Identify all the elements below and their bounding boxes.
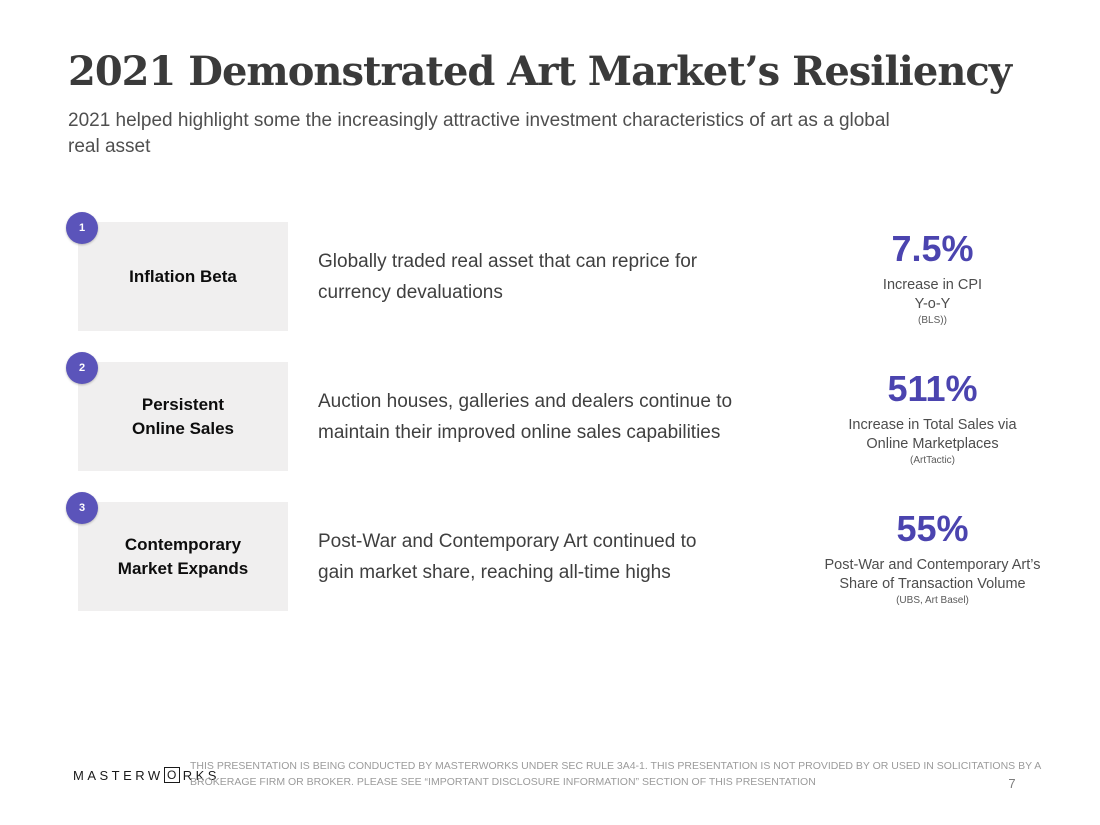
- number-badge-1: 1: [66, 212, 98, 244]
- page-title: 2021 Demonstrated Art Market’s Resilienc…: [68, 48, 1012, 95]
- feature-label: Persistent Online Sales: [131, 394, 235, 438]
- feature-description-3: Post-War and Contemporary Art continued …: [318, 531, 697, 583]
- stat-value-2: 511%: [887, 368, 978, 409]
- stat-value-1: 7.5%: [891, 228, 974, 269]
- stat-source-3: (UBS, Art Basel): [896, 595, 969, 607]
- logo-text-suffix: RKS: [182, 767, 220, 783]
- feature-row-online-sales: 2 Persistent Online Sales Auction houses…: [0, 352, 1100, 492]
- feature-description-1: Globally traded real asset that can repr…: [318, 251, 698, 303]
- stat-source-2: (ArtTactic): [910, 455, 955, 467]
- badge-number: 2: [78, 362, 86, 374]
- feature-label: Inflation Beta: [129, 266, 237, 286]
- feature-description-2: Auction houses, galleries and dealers co…: [318, 391, 733, 443]
- badge-number: 1: [78, 222, 86, 234]
- feature-label-box-3: Contemporary Market Expands: [78, 502, 288, 611]
- slide-subtitle: 2021 helped highlight some the increasin…: [68, 110, 890, 157]
- number-badge-3: 3: [66, 492, 98, 524]
- stat-source-1: (BLS)): [918, 315, 947, 327]
- badge-number: 3: [78, 502, 86, 514]
- masterworks-logo: MASTERW O RKS: [73, 767, 220, 783]
- stat-caption-1: Increase in CPI Y-o-Y: [882, 277, 983, 313]
- feature-row-inflation-beta: 1 Inflation Beta Globally traded real as…: [0, 212, 1100, 352]
- stat-value-3: 55%: [896, 508, 969, 549]
- feature-label: Contemporary Market Expands: [117, 534, 249, 578]
- stat-block-2: 511% Increase in Total Sales via Online …: [800, 368, 1065, 466]
- feature-label-box-2: Persistent Online Sales: [78, 362, 288, 471]
- stat-caption-2: Increase in Total Sales via Online Marke…: [848, 417, 1017, 453]
- disclaimer-text: THIS PRESENTATION IS BEING CONDUCTED BY …: [190, 760, 1041, 788]
- stat-caption-3: Post-War and Contemporary Art’s Share of…: [824, 557, 1041, 593]
- feature-label-box-1: Inflation Beta: [78, 222, 288, 331]
- logo-text-prefix: MASTERW: [73, 767, 164, 783]
- stat-block-3: 55% Post-War and Contemporary Art’s Shar…: [800, 508, 1065, 606]
- logo-boxed-o: O: [163, 767, 180, 783]
- feature-row-contemporary-market: 3 Contemporary Market Expands Post-War a…: [0, 492, 1100, 632]
- number-badge-2: 2: [66, 352, 98, 384]
- page-number: 7: [1008, 776, 1016, 791]
- stat-block-1: 7.5% Increase in CPI Y-o-Y (BLS)): [800, 228, 1065, 326]
